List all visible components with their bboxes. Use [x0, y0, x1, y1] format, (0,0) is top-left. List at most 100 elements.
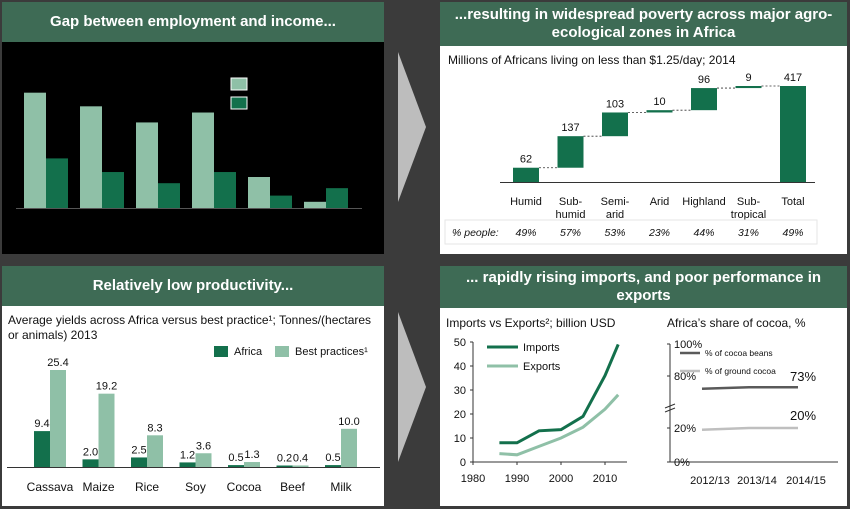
category-label-0: Humid: [510, 196, 542, 208]
yield-bar-africa-1: [82, 459, 99, 467]
category-label-5: tropical: [731, 209, 766, 221]
category-label-6: Total: [781, 196, 804, 208]
bar-dark-5: [326, 188, 348, 208]
header-productivity: Relatively low productivity...: [2, 266, 384, 306]
yield-bar-africa-4: [228, 465, 244, 467]
legend-label-imports: Imports: [523, 342, 560, 354]
employment-income-chart: [16, 77, 362, 209]
waterfall-bar-5: [735, 86, 762, 89]
yield-bar-best-6: [341, 428, 357, 467]
cocoa-subtitle: Africa’s share of cocoa, %: [667, 316, 806, 330]
imports-subtitle: Imports vs Exports²; billion USD: [446, 316, 616, 330]
waterfall-bar-0: [513, 167, 539, 182]
cocoa-line-1: [701, 426, 798, 431]
y-tick-label-4: 40: [454, 361, 466, 373]
crop-label-0: Cassava: [27, 480, 74, 494]
header-poverty: ...resulting in widespread poverty acros…: [440, 2, 847, 46]
pct-row-label: % people:: [452, 227, 499, 239]
crop-label-2: Rice: [135, 480, 159, 494]
arrow-top: [398, 52, 426, 202]
bar-light-1: [80, 106, 102, 208]
category-label-5: Sub-: [737, 196, 761, 208]
yield-label-best-6: 10.0: [338, 416, 359, 428]
pct-value-6: 49%: [782, 227, 803, 239]
axis-break: [664, 407, 676, 413]
yield-bar-africa-2: [131, 457, 147, 467]
y-tick-label-1: 20%: [674, 423, 696, 435]
y-tick-label-0: 0: [460, 457, 466, 469]
pct-value-1: 57%: [560, 227, 581, 239]
cocoa-share-chart: 0% 20% 80% 100% 2012/13 2013/14 2014/15 % of co…: [664, 339, 838, 487]
x-tick-label-2: 2014/15: [786, 475, 826, 487]
y-tick-label-5: 50: [454, 337, 466, 349]
pct-row-box: [444, 219, 818, 245]
yield-label-best-0: 25.4: [47, 357, 68, 369]
header-employment-income: Gap between employment and income...: [2, 2, 384, 42]
poverty-waterfall-chart: 62 Humid 137 Sub-humid 103 Semi-arid 10 Arid 96 H…: [444, 72, 818, 245]
x-tick-label-1: 1990: [505, 473, 529, 485]
category-label-1: Sub-: [559, 196, 583, 208]
yields-chart: 9.4 2.0 2.5 1.2 0.5 0.2 0.5 25.4 19.2 8.3 3.6 1.3 0.…: [7, 346, 380, 494]
legend-label-beans: % of cocoa beans: [705, 348, 773, 358]
cocoa-line-0: [701, 385, 798, 391]
yield-label-africa-0: 9.4: [34, 418, 49, 430]
legend-swatch-best: [275, 346, 289, 357]
yield-label-africa-1: 2.0: [83, 446, 98, 458]
end-label-ground: 20%: [790, 408, 816, 423]
bar-light-3: [192, 112, 214, 208]
yield-label-africa-4: 0.5: [228, 452, 243, 464]
end-label-beans: 73%: [790, 369, 816, 384]
yield-label-best-2: 8.3: [147, 422, 162, 434]
y-tick-label-1: 10: [454, 433, 466, 445]
axis-break: [664, 403, 676, 409]
crop-label-4: Cocoa: [227, 480, 262, 494]
imports-exports-chart: 0 10 20 30 40 50 1980 1990 2000 2010 Imports Export…: [454, 337, 627, 485]
poverty-subtitle: Millions of Africans living on less than…: [448, 53, 736, 67]
yield-bar-best-0: [50, 370, 66, 467]
pct-value-0: 49%: [515, 227, 536, 239]
x-tick-label-0: 1980: [461, 473, 485, 485]
yield-bar-africa-6: [325, 465, 341, 467]
series-line-exports: [499, 393, 620, 457]
waterfall-bar-2: [602, 112, 628, 137]
yield-bar-africa-3: [179, 462, 196, 467]
category-label-1: humid: [556, 209, 586, 221]
x-tick-label-3: 2010: [593, 473, 617, 485]
waterfall-bar-4: [691, 88, 717, 111]
category-label-2: arid: [606, 209, 624, 221]
yield-bar-africa-0: [34, 431, 50, 467]
legend-label-ground: % of ground cocoa: [705, 366, 776, 376]
crop-label-5: Beef: [280, 480, 305, 494]
bar-light-4: [248, 177, 270, 208]
yield-label-best-4: 1.3: [244, 449, 259, 461]
bar-light-0: [24, 92, 46, 208]
bar-dark-0: [46, 158, 68, 208]
bar-light-2: [136, 122, 158, 208]
yield-bar-africa-5: [276, 465, 293, 467]
waterfall-value-3: 10: [653, 96, 665, 108]
yield-label-best-1: 19.2: [96, 381, 117, 393]
pct-value-4: 44%: [693, 227, 714, 239]
productivity-subtitle: Average yields across Africa versus best…: [8, 313, 372, 342]
y-tick-label-2: 80%: [674, 371, 696, 383]
header-imports-exports: ... rapidly rising imports, and poor per…: [440, 266, 847, 308]
yield-bar-best-2: [147, 435, 163, 467]
pct-value-2: 53%: [604, 227, 625, 239]
bar-dark-3: [214, 172, 236, 208]
yield-label-africa-3: 1.2: [180, 449, 195, 461]
waterfall-value-5: 9: [745, 72, 751, 84]
bar-dark-2: [158, 183, 180, 208]
bar-dark-4: [270, 195, 292, 208]
crop-label-3: Soy: [185, 480, 206, 494]
x-tick-label-0: 2012/13: [690, 475, 730, 487]
y-tick-label-3: 30: [454, 385, 466, 397]
series-line-imports: [499, 343, 620, 445]
y-tick-label-2: 20: [454, 409, 466, 421]
x-tick-label-1: 2013/14: [737, 475, 777, 487]
category-label-4: Highland: [682, 196, 725, 208]
yield-label-africa-5: 0.2: [277, 453, 292, 465]
yield-label-africa-6: 0.5: [325, 452, 340, 464]
waterfall-value-6: 417: [784, 72, 802, 84]
waterfall-bar-6: [780, 86, 806, 182]
crop-label-1: Maize: [82, 480, 114, 494]
